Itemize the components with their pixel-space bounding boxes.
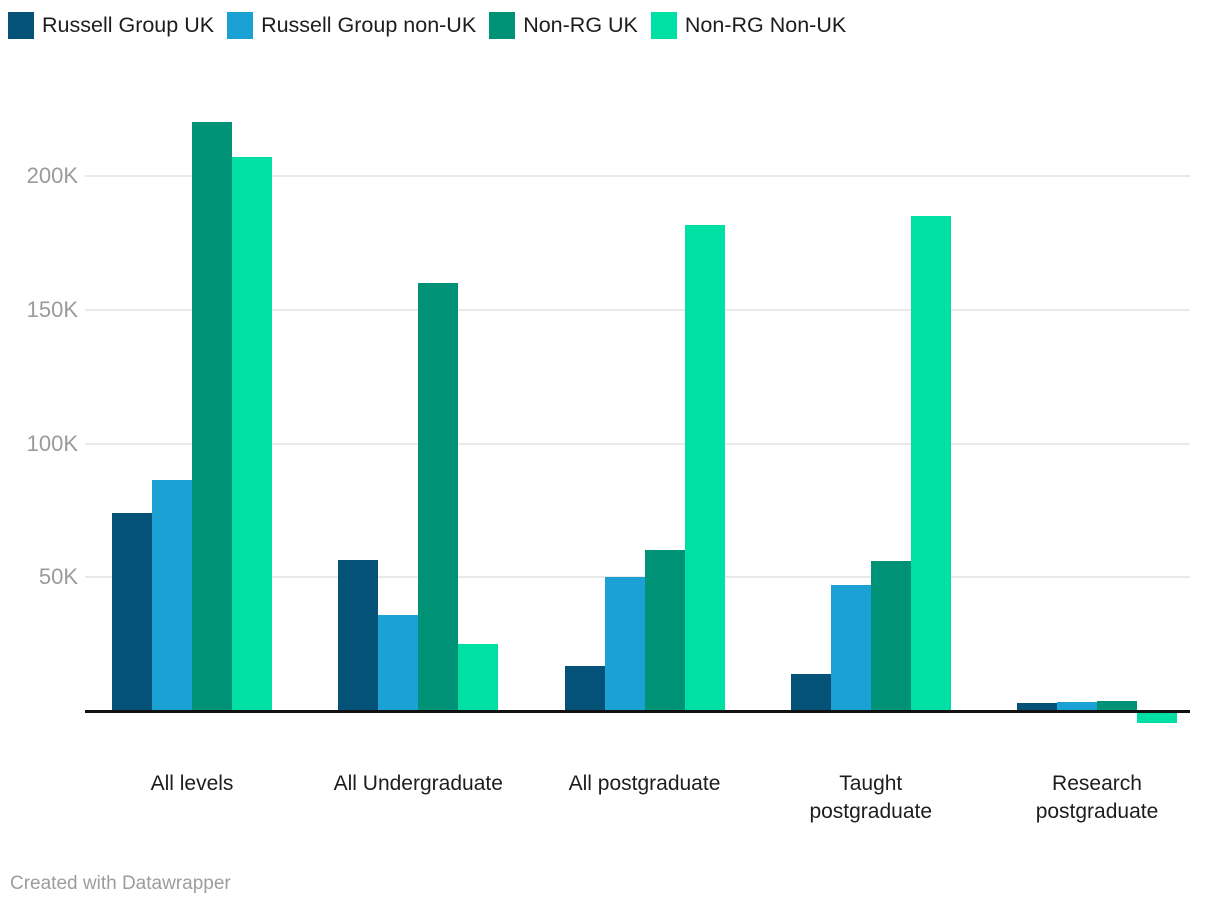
- bar-russell-group-uk-group-4[interactable]: [790, 674, 831, 711]
- bar-non-rg-uk-group-1[interactable]: [192, 122, 232, 711]
- x-axis-label-5: Research postgraduate: [1035, 772, 1159, 823]
- gridline-200K: [85, 175, 1190, 177]
- bar-russell-group-non-uk-group-2[interactable]: [378, 615, 419, 711]
- bar-russell-group-non-uk-group-3[interactable]: [604, 577, 645, 711]
- x-axis-label-1: All levels: [150, 772, 234, 795]
- legend-item-2: Russell Group non-UK: [227, 12, 476, 39]
- bar-non-rg-non-uk-group-2[interactable]: [458, 644, 499, 711]
- legend-swatch-icon: [8, 12, 34, 39]
- x-axis-label-4: Taught postgraduate: [809, 772, 933, 823]
- bar-non-rg-non-uk-group-1[interactable]: [232, 157, 272, 711]
- legend-label: Non-RG Non-UK: [684, 13, 847, 37]
- y-tick-label-200K: 200K: [26, 163, 78, 188]
- bar-russell-group-non-uk-group-4[interactable]: [830, 585, 871, 711]
- legend-label: Non-RG UK: [523, 13, 638, 37]
- bar-non-rg-uk-group-5[interactable]: [1097, 701, 1137, 711]
- legend-label: Russell Group non-UK: [261, 13, 477, 37]
- bar-russell-group-non-uk-group-5[interactable]: [1057, 702, 1097, 711]
- bar-russell-group-uk-group-2[interactable]: [338, 560, 379, 711]
- x-axis-label-2: All Undergraduate: [333, 772, 503, 795]
- legend-label: Russell Group UK: [42, 13, 215, 37]
- legend-swatch-icon: [227, 12, 254, 39]
- bar-non-rg-uk-group-3[interactable]: [644, 550, 685, 711]
- x-axis-baseline: [85, 710, 1190, 713]
- bar-non-rg-uk-group-2[interactable]: [418, 283, 459, 711]
- legend-swatch-icon: [650, 12, 677, 39]
- legend-item-1: Russell Group UK: [8, 12, 214, 39]
- legend-item-4: Non-RG Non-UK: [650, 12, 847, 39]
- chart-legend: Russell Group UK Russell Group non-UK Non-…: [8, 12, 859, 39]
- bar-russell-group-uk-group-3[interactable]: [564, 666, 605, 711]
- y-tick-label-50K: 50K: [38, 564, 78, 590]
- bar-non-rg-non-uk-group-3[interactable]: [684, 225, 725, 711]
- bar-non-rg-non-uk-group-4[interactable]: [910, 216, 951, 711]
- y-tick-label-100K: 100K: [26, 430, 78, 456]
- bar-russell-group-uk-group-5[interactable]: [1017, 703, 1057, 711]
- gridline-100K: [85, 442, 1190, 445]
- y-tick-label-150K: 150K: [26, 296, 78, 322]
- x-axis-label-3: All postgraduate: [568, 772, 721, 795]
- bar-non-rg-non-uk-group-5[interactable]: [1137, 712, 1177, 723]
- bar-russell-group-uk-group-1[interactable]: [112, 513, 152, 711]
- datawrapper-credit: Created with Datawrapper: [10, 873, 231, 894]
- gridline-150K: [85, 308, 1190, 311]
- legend-item-3: Non-RG UK: [489, 12, 638, 39]
- bar-russell-group-non-uk-group-1[interactable]: [152, 480, 192, 711]
- bar-non-rg-uk-group-4[interactable]: [870, 561, 911, 711]
- legend-swatch-icon: [489, 12, 516, 39]
